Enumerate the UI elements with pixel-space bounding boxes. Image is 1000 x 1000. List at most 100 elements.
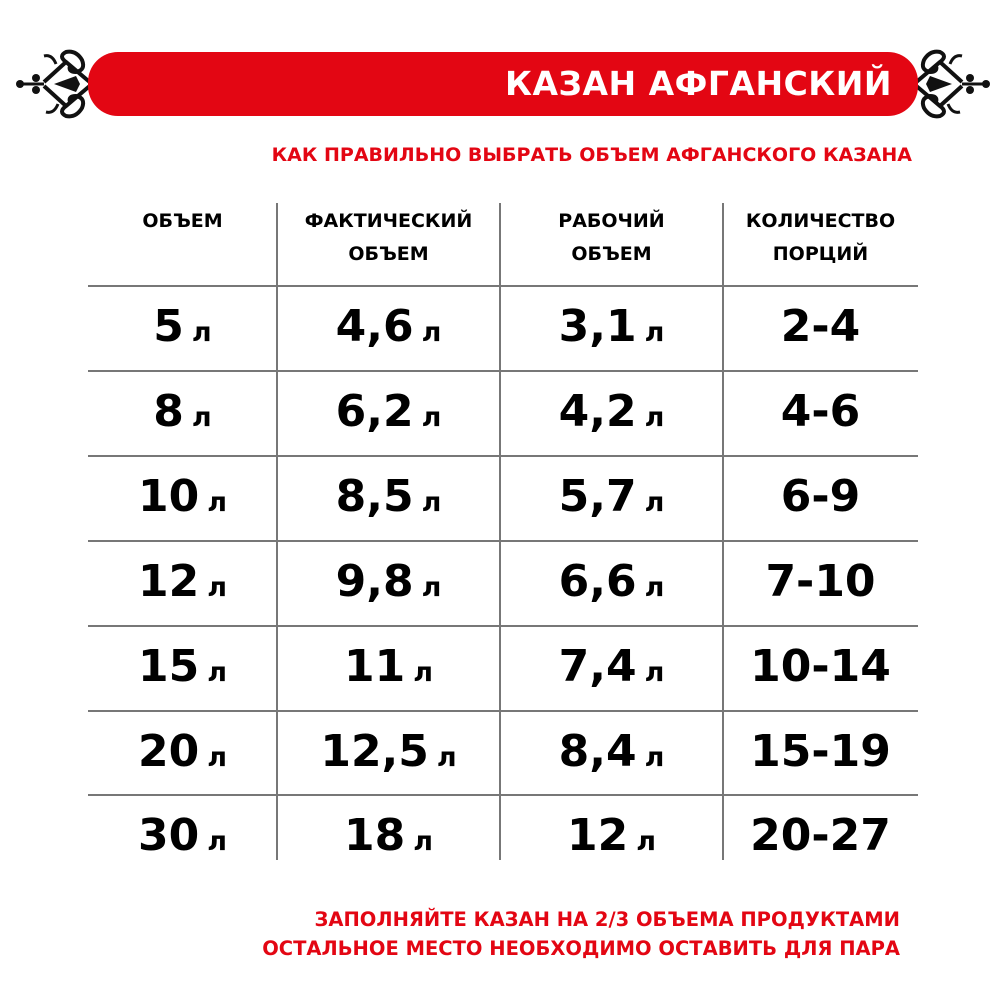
cell-value: 6,6 [558, 556, 637, 607]
cell-value: 11 [343, 641, 406, 692]
cell-unit: л [421, 402, 442, 433]
cell-value: 4,6 [335, 301, 414, 352]
cell-value: 5,7 [558, 471, 637, 522]
row-divider [88, 794, 918, 796]
table-cell: 8,5 л [277, 454, 500, 539]
cell-unit: л [644, 572, 665, 603]
cell-value: 20-27 [750, 810, 891, 861]
row-divider [88, 370, 918, 372]
row-divider [88, 710, 918, 712]
column-header: ОБЪЕМ [88, 205, 277, 238]
cell-unit: л [421, 487, 442, 518]
cell-unit: л [207, 742, 227, 773]
column-header-line: ФАКТИЧЕСКИЙ [304, 210, 473, 232]
column-header: РАБОЧИЙ ОБЪЕМ [500, 205, 723, 271]
column-divider [276, 203, 278, 860]
table-cell: 15-19 [723, 709, 918, 794]
column-header-line: КОЛИЧЕСТВО [745, 210, 896, 232]
cell-value: 8,5 [335, 471, 414, 522]
cell-unit: л [413, 657, 433, 688]
cell-unit: л [644, 742, 665, 773]
cell-value: 7,4 [558, 641, 637, 692]
cell-value: 10 [137, 471, 200, 522]
row-divider [88, 285, 918, 287]
table-cell: 8,4 л [500, 709, 723, 794]
cell-value: 15 [137, 641, 200, 692]
cell-unit: л [644, 402, 665, 433]
cell-unit: л [207, 826, 227, 857]
table-cell: 11 л [277, 624, 500, 709]
table-cell: 18 л [277, 793, 500, 878]
table-cell: 6-9 [723, 454, 918, 539]
column-header-line: ОБЪЕМ [142, 210, 223, 232]
cell-unit: л [644, 487, 665, 518]
table-cell: 2-4 [723, 284, 918, 369]
cell-unit: л [644, 657, 665, 688]
cell-unit: л [207, 657, 227, 688]
cell-value: 12 [137, 556, 200, 607]
cell-unit: л [421, 317, 442, 348]
table-cell: 3,1 л [500, 284, 723, 369]
footer-note-line2: ОСТАЛЬНОЕ МЕСТО НЕОБХОДИМО ОСТАВИТЬ ДЛЯ … [262, 937, 900, 960]
table-cell: 15 л [88, 624, 277, 709]
column-divider [722, 203, 724, 860]
table-cell: 4-6 [723, 369, 918, 454]
cell-value: 5 [153, 301, 184, 352]
subtitle: КАК ПРАВИЛЬНО ВЫБРАТЬ ОБЪЕМ АФГАНСКОГО К… [271, 144, 912, 166]
table-cell: 7-10 [723, 539, 918, 624]
cell-value: 6-9 [780, 471, 861, 522]
cell-unit: л [644, 317, 665, 348]
table-cell: 20 л [88, 709, 277, 794]
cell-unit: л [207, 487, 227, 518]
table-cell: 6,2 л [277, 369, 500, 454]
cell-unit: л [421, 572, 442, 603]
column-header: ФАКТИЧЕСКИЙ ОБЪЕМ [277, 205, 500, 271]
cell-value: 9,8 [335, 556, 414, 607]
page-title: КАЗАН АФГАНСКИЙ [505, 64, 892, 103]
column-header-line: ПОРЦИЙ [772, 243, 869, 265]
column-divider [499, 203, 501, 860]
title-banner: КАЗАН АФГАНСКИЙ [88, 52, 918, 116]
cell-unit: л [413, 826, 433, 857]
table-cell: 9,8 л [277, 539, 500, 624]
cell-unit: л [207, 572, 227, 603]
cell-unit: л [191, 317, 212, 348]
cell-value: 30 [137, 810, 200, 861]
cell-value: 18 [343, 810, 406, 861]
cell-value: 4,2 [558, 386, 637, 437]
table-cell: 10 л [88, 454, 277, 539]
row-divider [88, 625, 918, 627]
cell-value: 8 [153, 386, 184, 437]
table-cell: 12,5 л [277, 709, 500, 794]
table-cell: 20-27 [723, 793, 918, 878]
cell-unit: л [636, 826, 656, 857]
cell-unit: л [436, 742, 457, 773]
cell-value: 6,2 [335, 386, 414, 437]
footer-note-line1: ЗАПОЛНЯЙТЕ КАЗАН НА 2/3 ОБЪЕМА ПРОДУКТАМ… [314, 908, 900, 931]
cell-value: 2-4 [780, 301, 861, 352]
cell-value: 7-10 [765, 556, 876, 607]
column-header-line: ОБЪЕМ [571, 243, 652, 265]
row-divider [88, 455, 918, 457]
table-cell: 7,4 л [500, 624, 723, 709]
table-cell: 5,7 л [500, 454, 723, 539]
cell-value: 10-14 [750, 641, 891, 692]
column-header-line: РАБОЧИЙ [558, 210, 665, 232]
table-cell: 6,6 л [500, 539, 723, 624]
ornament-right-icon [912, 49, 990, 119]
table-cell: 30 л [88, 793, 277, 878]
cell-unit: л [191, 402, 212, 433]
column-header-line: ОБЪЕМ [348, 243, 429, 265]
cell-value: 3,1 [558, 301, 637, 352]
row-divider [88, 540, 918, 542]
table-cell: 4,2 л [500, 369, 723, 454]
cell-value: 15-19 [750, 726, 891, 777]
table-cell: 10-14 [723, 624, 918, 709]
cell-value: 20 [137, 726, 200, 777]
cell-value: 8,4 [558, 726, 637, 777]
table-cell: 4,6 л [277, 284, 500, 369]
cell-value: 4-6 [780, 386, 861, 437]
cell-value: 12,5 [320, 726, 429, 777]
